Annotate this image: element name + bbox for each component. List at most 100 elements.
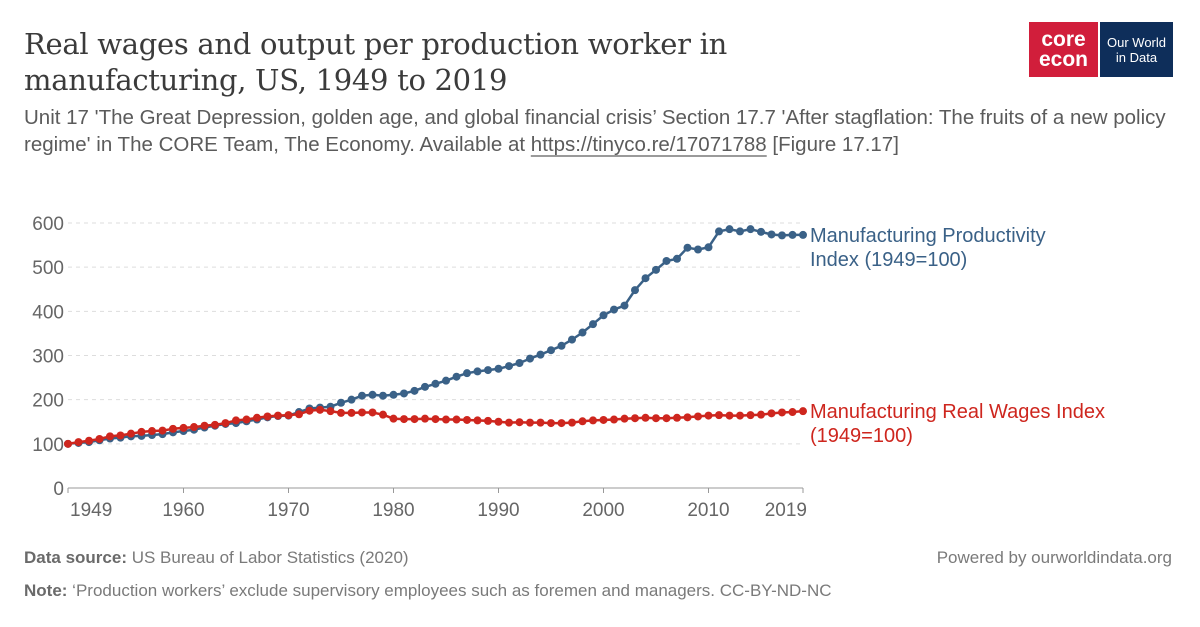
data-point — [578, 417, 587, 426]
data-point — [347, 408, 356, 417]
chart-title: Real wages and output per production wor… — [24, 27, 727, 97]
data-point — [169, 424, 177, 433]
data-point — [746, 411, 755, 420]
data-point — [379, 391, 387, 400]
series-label-line1: Manufacturing Productivity — [810, 225, 1046, 247]
data-point — [116, 431, 125, 440]
data-point — [106, 432, 114, 441]
data-point — [694, 412, 702, 421]
data-point — [431, 379, 440, 388]
data-point — [662, 256, 671, 265]
data-point — [778, 231, 786, 240]
chart-subtitle: Unit 17 'The Great Depression, golden ag… — [24, 104, 1174, 158]
data-point — [652, 265, 660, 274]
data-point — [179, 423, 188, 432]
data-point — [568, 418, 576, 427]
data-point — [284, 411, 293, 420]
data-point — [295, 410, 303, 419]
data-point — [274, 411, 282, 420]
data-point — [442, 415, 450, 424]
data-point — [736, 227, 744, 236]
data-point — [757, 410, 765, 419]
data-point — [547, 419, 555, 428]
data-point — [725, 411, 734, 420]
data-point — [263, 412, 272, 421]
data-point — [389, 390, 398, 399]
data-point — [788, 408, 797, 417]
data-point — [368, 408, 377, 417]
data-point — [253, 413, 261, 422]
data-point — [137, 427, 146, 436]
note-label: Note: — [24, 581, 68, 600]
logo[interactable]: core econ Our World in Data — [1029, 22, 1173, 77]
data-point — [704, 243, 713, 252]
data-point — [400, 415, 408, 424]
powered-by[interactable]: Powered by ourworldindata.org — [936, 548, 1172, 567]
data-point — [400, 389, 408, 398]
data-point — [589, 320, 597, 329]
x-tick-label: 1970 — [267, 500, 309, 521]
owid-logo: Our World in Data — [1100, 22, 1173, 77]
data-point — [715, 227, 723, 236]
data-point — [515, 418, 524, 427]
data-point — [484, 366, 492, 375]
data-point — [505, 418, 513, 427]
data-point — [148, 427, 156, 436]
y-tick-label: 500 — [32, 258, 64, 279]
data-point — [778, 408, 786, 417]
data-point — [494, 417, 503, 426]
data-point — [536, 350, 545, 359]
data-point — [463, 369, 471, 378]
data-point — [389, 414, 398, 423]
data-point — [200, 421, 209, 430]
data-point — [190, 423, 198, 432]
data-point — [347, 395, 356, 404]
core-econ-logo-line2: econ — [1038, 47, 1088, 71]
data-point — [421, 382, 429, 391]
series-label: Manufacturing Real Wages Index (1949=100) — [810, 401, 1105, 447]
data-point — [767, 409, 776, 418]
series-line — [67, 227, 803, 446]
data-point — [64, 439, 72, 448]
data-point — [494, 364, 503, 373]
data-point — [337, 398, 345, 407]
data-point — [442, 376, 450, 385]
data-point — [631, 414, 639, 423]
x-tick-label: 1960 — [162, 500, 204, 521]
x-tick-label: 2010 — [687, 500, 729, 521]
data-point — [337, 408, 345, 417]
data-point — [578, 328, 587, 337]
data-point — [452, 415, 461, 424]
data-point — [473, 367, 482, 376]
data-point — [557, 341, 566, 350]
data-point — [221, 419, 230, 428]
data-point — [631, 286, 639, 295]
data-point — [232, 416, 240, 425]
data-point — [694, 245, 702, 254]
data-point — [767, 230, 776, 239]
data-point — [683, 243, 692, 252]
data-point — [305, 406, 314, 415]
data-point — [326, 407, 335, 416]
series-label-line1: Manufacturing Real Wages Index — [810, 401, 1105, 423]
data-point — [589, 416, 597, 425]
subtitle-figure-ref: [Figure 17.17] — [766, 133, 899, 156]
data-point — [652, 414, 660, 423]
y-tick-label: 600 — [32, 214, 64, 235]
chart-note: Note: ‘Production workers’ exclude super… — [24, 581, 832, 601]
source-link[interactable]: https://tinyco.re/17071788 — [530, 133, 767, 156]
data-point — [547, 346, 555, 355]
series-line — [67, 408, 804, 446]
note-text: ‘Production workers’ exclude supervisory… — [67, 581, 832, 600]
data-point — [725, 225, 734, 234]
series-label-line2: Index (1949=100) — [810, 249, 967, 271]
x-tick-label: 1990 — [477, 500, 519, 521]
data-point — [526, 418, 534, 427]
data-point — [673, 413, 681, 422]
data-source: Data source: US Bureau of Labor Statisti… — [24, 548, 409, 568]
data-point — [568, 335, 576, 344]
data-point — [788, 230, 797, 239]
x-tick-label: 1980 — [372, 500, 414, 521]
x-tick-label: 2000 — [582, 500, 624, 521]
owid-logo-line1: Our World — [1107, 34, 1166, 50]
